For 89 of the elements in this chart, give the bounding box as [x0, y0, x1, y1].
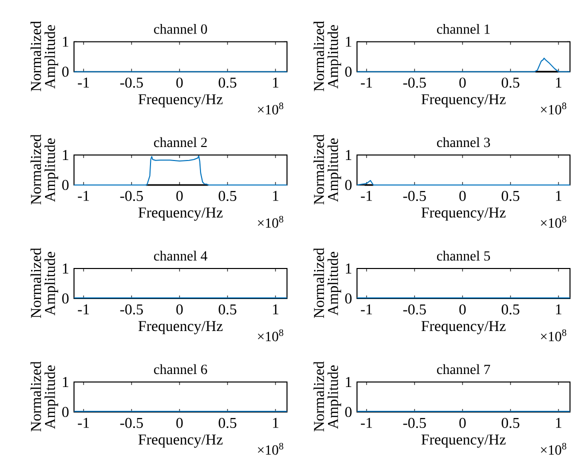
chart-title: channel 4: [154, 250, 208, 261]
y-tick-label: 1: [346, 36, 352, 47]
y-tick-label: 1: [62, 377, 68, 387]
x-tick-label: -0.5: [120, 304, 143, 315]
x-tick-label: -1: [78, 78, 89, 88]
text: ×10$^{8}$: [258, 102, 284, 114]
chart-title: channel 2: [154, 137, 207, 148]
x-tick-label: 0: [459, 418, 466, 428]
y-axis-title: Normalized Amplitude: [30, 248, 58, 318]
y-tick-label: 1: [62, 150, 68, 160]
text: ×10$^{8}$: [258, 442, 284, 455]
x-tick-label: 0: [176, 418, 183, 428]
x-tick-label: 1: [556, 418, 562, 428]
y-axis-title: Normalized Amplitude: [314, 361, 342, 432]
x-tick-label: -0.5: [120, 78, 143, 88]
y-axis-title: Normalized Amplitude: [314, 248, 342, 318]
y-tick-label: 0: [345, 406, 352, 418]
x-tick-label: -0.5: [403, 78, 426, 88]
line-series: [74, 155, 288, 186]
x-tick-label: 0.5: [502, 304, 520, 315]
x-axis-title: Frequency/Hz: [421, 321, 506, 334]
x-tick-label: 0.5: [218, 418, 236, 428]
y-tick-label: 0: [62, 406, 69, 418]
x-tick-label: 1: [273, 418, 278, 428]
y-tick-label: 0: [62, 180, 69, 190]
chart-title: channel 7: [437, 364, 490, 374]
x-tick-label: 0.5: [502, 190, 520, 202]
text: ×10$^{8}$: [540, 329, 566, 342]
x-tick-label: -0.5: [120, 190, 143, 202]
x-tick-label: -1: [360, 190, 372, 201]
chart-title: channel 3: [437, 137, 490, 148]
text: ×10$^{8}$: [258, 216, 284, 228]
y-tick-label: 1: [346, 150, 352, 160]
x-axis-title: Frequency/Hz: [138, 434, 223, 448]
chart-title: channel 0: [154, 24, 207, 34]
y-tick-label: 0: [345, 180, 352, 190]
x-tick-label: 1: [556, 78, 562, 88]
y-axis-title: Normalized Amplitude: [314, 134, 342, 205]
y-tick-label: 1: [346, 377, 352, 387]
x-axis-title: Frequency/Hz: [138, 208, 223, 221]
x-tick-label: 0: [459, 78, 466, 88]
y-tick-label: 1: [62, 264, 68, 274]
y-axis-title: Normalized Amplitude: [30, 21, 58, 92]
x-tick-label: -0.5: [403, 304, 426, 315]
y-axis-title: Normalized Amplitude: [314, 21, 342, 92]
text: ×10$^{8}$: [258, 329, 284, 342]
x-tick-label: -0.5: [403, 190, 426, 202]
chart-title: channel 6: [154, 364, 208, 374]
x-axis-title: Frequency/Hz: [421, 434, 506, 448]
x-tick-label: 1: [273, 78, 278, 88]
y-tick-label: 0: [62, 293, 69, 304]
text: ×10$^{8}$: [540, 102, 566, 114]
x-tick-label: -1: [360, 78, 372, 88]
x-tick-label: 1: [273, 304, 278, 314]
x-tick-label: 1: [556, 304, 562, 314]
y-axis-title: Normalized Amplitude: [30, 134, 58, 205]
x-tick-label: -1: [360, 418, 372, 428]
text: ×10$^{8}$: [540, 216, 566, 228]
x-tick-label: 0: [176, 304, 183, 314]
x-tick-label: 0: [459, 190, 466, 201]
x-tick-label: 0.5: [218, 190, 236, 202]
y-tick-label: 0: [345, 66, 352, 77]
x-tick-label: 1: [273, 190, 278, 201]
x-tick-label: 1: [556, 190, 562, 201]
x-tick-label: -0.5: [120, 418, 143, 428]
y-tick-label: 0: [62, 66, 69, 77]
x-tick-label: 0: [176, 78, 183, 88]
x-tick-label: 0: [459, 304, 466, 314]
y-axis-title: Normalized Amplitude: [30, 361, 58, 432]
x-tick-label: 0.5: [502, 78, 520, 88]
y-tick-label: 1: [62, 36, 68, 47]
chart-title: channel 5: [437, 250, 490, 261]
x-tick-label: 0.5: [218, 78, 236, 88]
x-tick-label: -1: [78, 418, 89, 428]
y-tick-label: 0: [345, 293, 352, 304]
text: ×10$^{8}$: [540, 442, 566, 455]
x-axis-title: Frequency/Hz: [138, 321, 223, 334]
chart-title: channel 1: [437, 24, 490, 34]
x-tick-label: -1: [78, 190, 89, 201]
x-tick-label: -1: [360, 304, 372, 314]
x-axis-title: Frequency/Hz: [421, 208, 506, 221]
x-axis-title: Frequency/Hz: [421, 94, 506, 108]
x-axis-title: Frequency/Hz: [138, 94, 223, 108]
x-tick-label: -0.5: [403, 418, 426, 428]
x-tick-label: 0.5: [218, 304, 236, 315]
y-tick-label: 1: [346, 264, 352, 274]
x-tick-label: 0: [176, 190, 183, 201]
x-tick-label: -1: [78, 304, 89, 314]
x-tick-label: 0.5: [502, 418, 520, 428]
